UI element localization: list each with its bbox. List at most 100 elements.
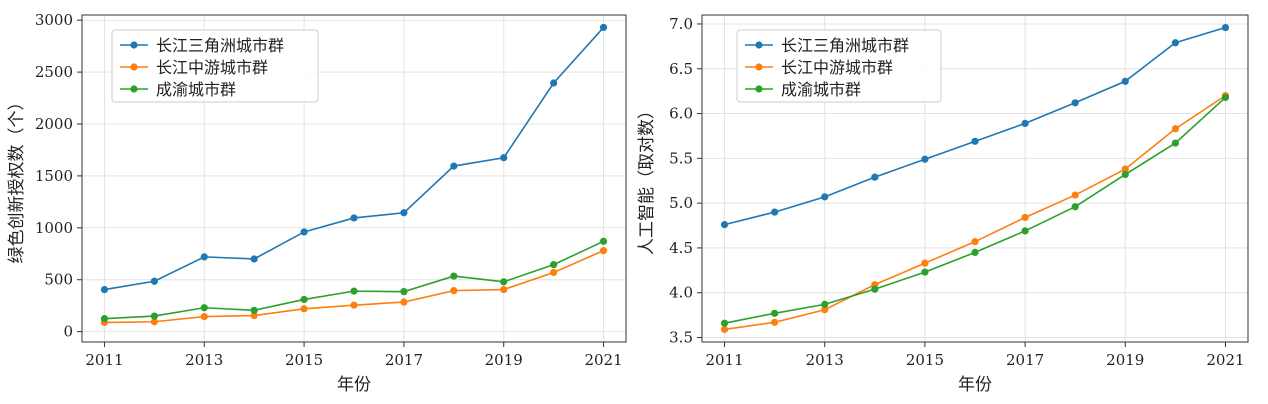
x-axis-label: 年份	[337, 375, 371, 395]
x-tick-label: 2017	[385, 351, 423, 369]
x-tick-label: 2011	[85, 351, 123, 369]
data-point	[821, 306, 829, 314]
data-point	[400, 288, 408, 296]
y-tick-label: 1000	[35, 219, 73, 237]
data-point	[400, 209, 408, 217]
legend-box	[736, 29, 942, 103]
x-tick-label: 2021	[584, 351, 622, 369]
plot-frame	[81, 14, 627, 343]
data-point	[1071, 191, 1079, 199]
data-point	[400, 298, 408, 306]
data-point	[599, 237, 608, 245]
data-point	[550, 268, 558, 277]
data-point	[350, 301, 358, 309]
data-point	[1171, 139, 1179, 147]
data-point	[921, 155, 929, 163]
data-point	[100, 285, 109, 294]
data-point	[871, 285, 879, 293]
data-point	[150, 312, 158, 320]
x-tick-label: 2015	[906, 351, 944, 369]
x-tick-label: 2011	[705, 351, 743, 369]
data-point	[599, 247, 608, 255]
x-tick-label: 2017	[1006, 351, 1044, 369]
data-point	[1121, 77, 1129, 85]
data-point	[200, 304, 208, 312]
legend-label: 长江中游城市群	[781, 58, 893, 77]
plot-frame	[701, 14, 1249, 343]
data-point	[500, 278, 508, 286]
legend-box	[111, 29, 319, 103]
data-point	[971, 238, 979, 246]
data-point	[250, 311, 258, 320]
y-tick-label: 5.5	[669, 149, 693, 167]
data-point	[500, 285, 508, 294]
legend-label: 长江三角洲城市群	[781, 36, 909, 55]
data-point	[1121, 165, 1129, 173]
legend-marker	[755, 63, 763, 71]
data-point	[450, 162, 458, 170]
chart-2: 2011 2013 2015 2017 2019 2021 3.5 4.0 4.5 5.0 5.5 6…	[637, 14, 1249, 395]
data-point	[971, 137, 979, 145]
data-point	[150, 318, 158, 326]
data-point	[921, 268, 929, 276]
legend-marker	[130, 63, 138, 71]
y-tick-label: 4.5	[669, 239, 693, 257]
y-tick-label: 5.0	[669, 194, 693, 212]
legend-marker	[130, 41, 138, 49]
chart-1: 2011 2013 2015 2017 2019 2021 0 500 1000 1500 2000…	[7, 11, 627, 395]
data-point	[1021, 119, 1029, 128]
y-tick-label: 1500	[35, 167, 73, 185]
y-tick-label: 7.0	[669, 15, 693, 33]
data-point	[450, 287, 458, 295]
data-point	[1021, 227, 1029, 235]
data-point	[1171, 125, 1179, 133]
legend-label: 成渝城市群	[156, 80, 236, 99]
data-point	[1121, 170, 1129, 179]
legend-label: 成渝城市群	[781, 80, 861, 99]
y-tick-label: 0	[63, 323, 73, 341]
x-tick-label: 2019	[1106, 351, 1144, 369]
data-point	[250, 255, 258, 263]
y-tick-label: 3.5	[669, 329, 693, 347]
x-tick-label: 2021	[1206, 351, 1244, 369]
data-point	[771, 309, 779, 317]
x-tick-label: 2015	[285, 351, 323, 369]
data-point	[821, 300, 829, 308]
legend-marker	[755, 85, 763, 93]
y-tick-label: 500	[44, 271, 73, 289]
data-point	[971, 248, 979, 257]
x-tick-label: 2013	[185, 351, 223, 369]
data-point	[450, 272, 458, 280]
data-point	[1021, 213, 1029, 222]
data-point	[1071, 99, 1079, 107]
data-point	[771, 208, 779, 216]
data-point	[550, 261, 558, 269]
data-point	[599, 23, 608, 32]
y-tick-label: 2500	[35, 63, 73, 81]
data-point	[720, 319, 729, 327]
data-point	[1221, 23, 1230, 32]
y-tick-label: 4.0	[669, 284, 693, 302]
legend-marker	[755, 41, 763, 49]
y-tick-label: 6.5	[669, 60, 693, 78]
y-axis-label: 人工智能（取对数）	[637, 102, 657, 255]
data-point	[100, 315, 109, 323]
data-point	[550, 79, 558, 87]
series-line-3	[724, 96, 1226, 324]
data-point	[300, 295, 308, 304]
data-point	[350, 287, 358, 295]
legend-label: 长江三角洲城市群	[156, 36, 284, 55]
x-axis-label: 年份	[958, 375, 992, 395]
data-point	[720, 325, 729, 334]
x-tick-label: 2013	[806, 351, 844, 369]
data-point	[1221, 93, 1230, 102]
data-point	[871, 173, 879, 181]
data-point	[1071, 203, 1079, 211]
series-line-2	[724, 94, 1226, 331]
data-point	[1171, 39, 1179, 47]
data-point	[300, 228, 308, 236]
legend-label: 长江中游城市群	[156, 58, 268, 77]
